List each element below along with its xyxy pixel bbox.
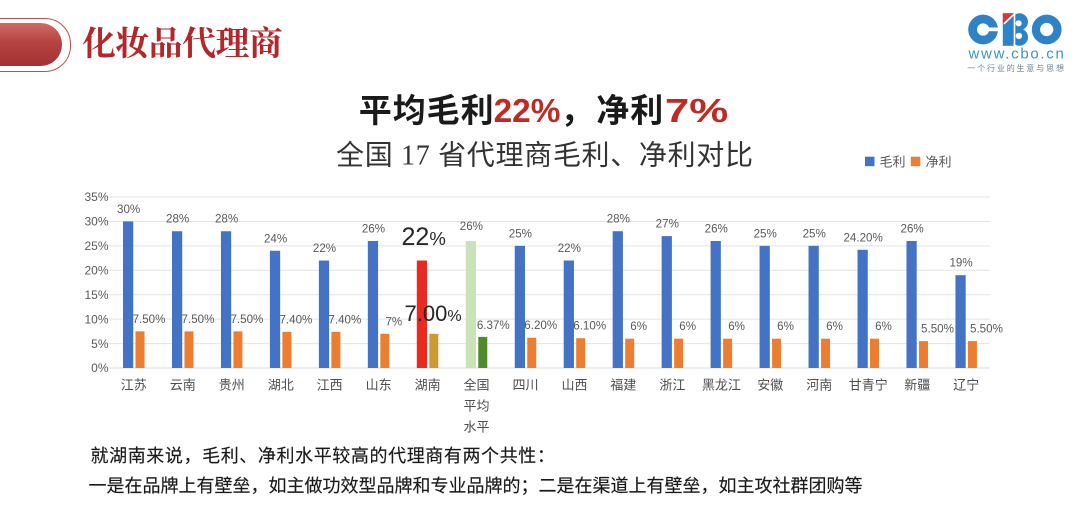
svg-text:浙江: 浙江 [659,375,685,394]
svg-text:河南: 河南 [806,375,832,394]
svg-text:7.40%: 7.40% [279,313,312,326]
svg-text:24%: 24% [264,232,287,245]
svg-text:25%: 25% [803,227,826,240]
svg-text:甘青宁: 甘青宁 [849,375,888,394]
svg-text:平均毛利22%，净利7%: 平均毛利22%，净利7% [359,84,729,132]
svg-text:山东: 山东 [366,375,392,394]
svg-text:7.50%: 7.50% [182,313,215,326]
svg-text:22%: 22% [558,242,581,255]
svg-text:7%: 7% [385,315,402,328]
svg-text:30%: 30% [84,215,108,229]
svg-text:6%: 6% [826,320,843,333]
svg-text:黑龙江: 黑龙江 [702,375,741,394]
svg-text:湖北: 湖北 [268,375,294,394]
svg-text:6%: 6% [728,320,745,333]
svg-text:5.50%: 5.50% [970,323,1003,336]
svg-text:山西: 山西 [561,375,587,394]
svg-text:贵州: 贵州 [219,375,245,394]
svg-text:27%: 27% [656,218,679,231]
svg-text:26%: 26% [362,223,385,236]
svg-text:20%: 20% [84,264,108,278]
svg-text:净利: 净利 [926,151,952,170]
svg-text:24.20%: 24.20% [843,231,882,244]
svg-text:15%: 15% [84,288,108,302]
svg-text:福建: 福建 [610,375,636,394]
svg-text:6.20%: 6.20% [524,319,557,332]
svg-text:5%: 5% [91,337,109,351]
svg-text:7.00%: 7.00% [405,301,462,326]
svg-text:28%: 28% [166,213,189,226]
svg-text:7.50%: 7.50% [230,313,263,326]
svg-text:26%: 26% [901,223,924,236]
svg-text:新疆: 新疆 [904,375,930,394]
svg-text:26%: 26% [705,223,728,236]
svg-text:25%: 25% [509,227,532,240]
svg-text:6.37%: 6.37% [477,319,510,332]
svg-text:四川: 四川 [512,375,538,394]
svg-text:6.10%: 6.10% [573,320,606,333]
svg-text:6%: 6% [679,320,696,333]
svg-text:25%: 25% [84,239,108,253]
svg-text:全国平均水平: 全国平均水平 [463,375,489,436]
svg-text:22%: 22% [313,242,336,255]
svg-text:10%: 10% [84,312,108,326]
svg-text:湖南: 湖南 [415,375,441,394]
svg-text:www.cbo.cn: www.cbo.cn [968,46,1066,63]
svg-text:江苏: 江苏 [121,375,147,394]
svg-text:7.50%: 7.50% [133,313,166,326]
svg-text:安徽: 安徽 [757,375,783,394]
svg-text:云南: 云南 [170,375,196,394]
svg-text:26%: 26% [460,220,483,233]
svg-text:5.50%: 5.50% [921,323,954,336]
svg-text:0%: 0% [91,361,109,375]
svg-text:全国 17 省代理商毛利、净利对比: 全国 17 省代理商毛利、净利对比 [336,134,753,174]
svg-text:毛利: 毛利 [880,151,906,170]
svg-text:30%: 30% [117,203,140,216]
svg-text:6%: 6% [630,320,647,333]
svg-text:22%: 22% [402,223,446,251]
svg-text:28%: 28% [215,213,238,226]
svg-text:江西: 江西 [317,375,343,394]
svg-text:一个行业的生意与思想: 一个行业的生意与思想 [967,63,1066,74]
svg-text:35%: 35% [84,190,108,204]
svg-text:25%: 25% [754,227,777,240]
svg-text:28%: 28% [607,213,630,226]
svg-text:7.40%: 7.40% [328,313,361,326]
svg-text:19%: 19% [949,257,972,270]
svg-text:辽宁: 辽宁 [953,375,979,394]
svg-text:6%: 6% [875,320,892,333]
svg-text:6%: 6% [777,320,794,333]
